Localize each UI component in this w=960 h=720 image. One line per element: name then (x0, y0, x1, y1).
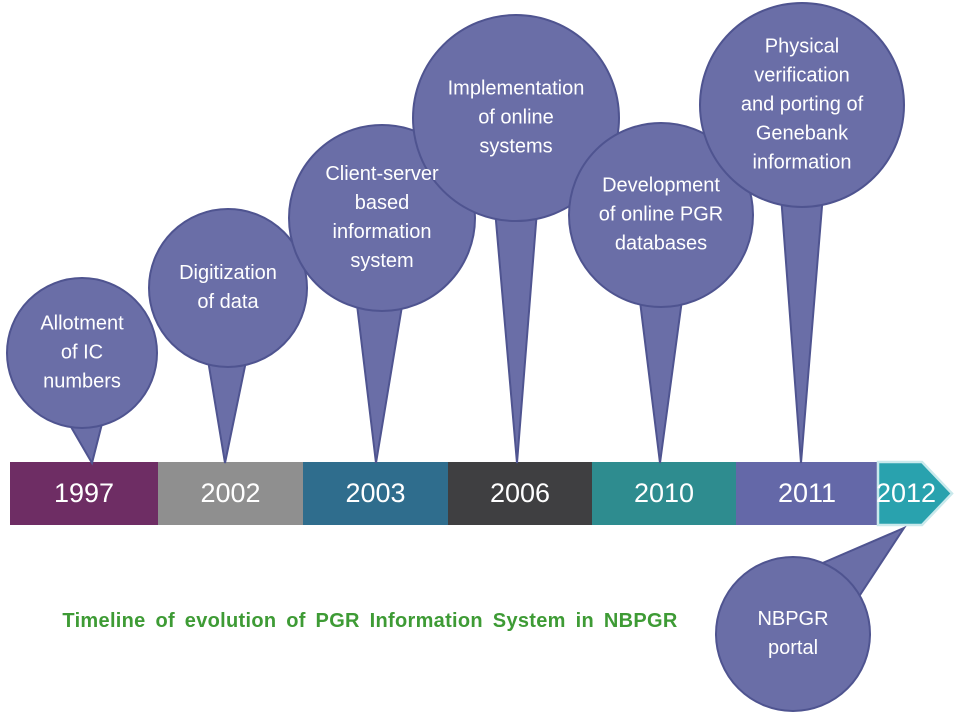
timeline-year-2003: 2003 (345, 478, 406, 508)
callout-bubble (412, 14, 620, 222)
timeline-segment-2011 (736, 462, 878, 525)
timeline-segment-1997 (10, 462, 158, 525)
callout-bubble (699, 2, 905, 208)
balloon-text-development: Development of online PGR databases (598, 174, 724, 255)
balloon-text-client-server: Client-server based information system (325, 163, 439, 272)
timeline-year-2006: 2006 (489, 478, 551, 508)
callout-physical-verification-genebank (699, 2, 905, 464)
callout-digitization-of-data (148, 208, 308, 464)
balloon-text-nbpgr-portal: NBPGR portal (757, 608, 829, 659)
timeline-year-2011: 2011 (777, 478, 837, 508)
timeline-arrow-2012 (876, 460, 954, 527)
callout-tail (492, 197, 540, 464)
timeline-segment-2002 (158, 462, 303, 525)
callout-tail (778, 181, 826, 464)
timeline-year-2002: 2002 (200, 478, 261, 508)
callout-bubble (148, 208, 308, 368)
callout-tail (353, 287, 407, 464)
timeline-segment-2003 (303, 462, 448, 525)
timeline-segment-2006 (448, 462, 592, 525)
callout-implementation-online-systems (412, 14, 620, 464)
timeline-year-1997: 1997 (53, 478, 115, 508)
callout-bubble (6, 277, 158, 429)
callout-tail (636, 284, 686, 464)
callout-nbpgr-portal (715, 525, 907, 712)
callout-bubble (568, 122, 754, 308)
balloon-text-physical: Physical verification and porting of Gen… (740, 35, 864, 174)
callout-bubble (715, 556, 871, 712)
balloon-text-allotment: Allotment of IC numbers (40, 312, 124, 393)
timeline-segment-2010 (592, 462, 736, 525)
balloon-text-implementation: Implementation of online systems (447, 77, 585, 158)
callout-allotment-of-ic-numbers (6, 277, 158, 466)
balloon-text-digitization: Digitization of data (179, 262, 277, 313)
timeline-year-2010: 2010 (633, 478, 695, 508)
callout-development-online-pgr-databases (568, 122, 754, 464)
timeline-year-2012: 2012 (875, 478, 937, 508)
caption: Timeline of evolution of PGR Information… (62, 610, 678, 632)
